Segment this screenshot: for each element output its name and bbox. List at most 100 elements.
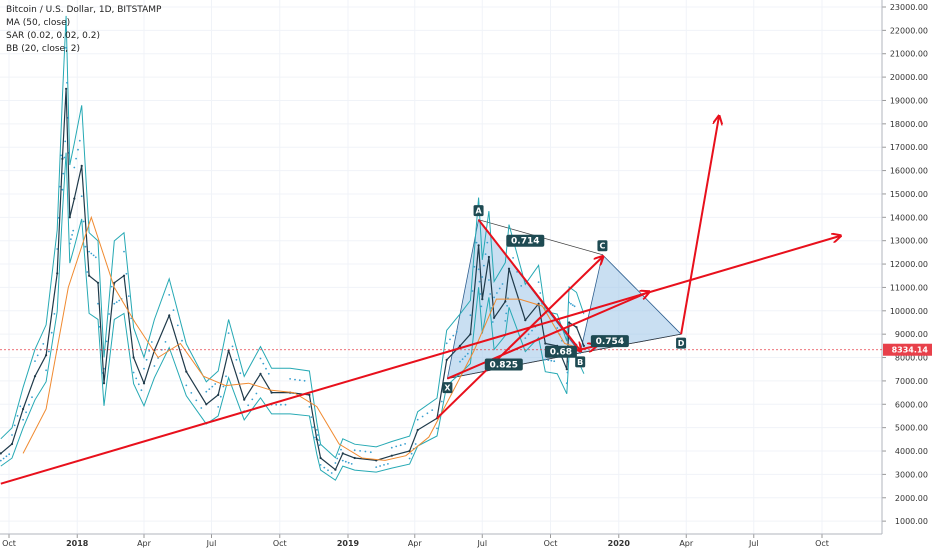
sar-dot <box>317 439 320 441</box>
trend-arrow <box>0 236 840 485</box>
y-tick-label: 22000.00 <box>890 26 928 35</box>
price-point <box>45 354 48 357</box>
price-point <box>68 216 71 219</box>
price-point <box>56 272 59 275</box>
sar-dot <box>108 313 110 315</box>
price-point <box>168 314 171 317</box>
sar-dot <box>195 399 198 402</box>
sar-dot <box>168 294 171 296</box>
sar-dot <box>344 460 347 463</box>
sar-dot <box>48 350 50 353</box>
sar-dot <box>80 195 83 198</box>
price-point <box>565 368 568 371</box>
sar-dot <box>82 220 85 223</box>
sar-dot <box>383 464 385 466</box>
sar-dot <box>347 461 350 464</box>
sar-dot <box>449 338 451 341</box>
x-tick-label: 2020 <box>608 539 631 548</box>
x-tick-label: Jul <box>476 539 487 548</box>
pattern-point-label: C <box>600 242 606 251</box>
price-point <box>493 316 496 319</box>
sar-dot <box>488 279 490 281</box>
x-axis: Oct 2018 Apr Jul Oct 2019 Apr Jul Oct 2020 Apr Jul O… <box>2 534 829 548</box>
x-tick-label: Apr <box>137 539 152 548</box>
sar-dot <box>531 329 533 332</box>
price-point <box>477 244 480 247</box>
pattern-point-label: X <box>444 384 451 393</box>
sar-dot <box>247 404 250 407</box>
sar-dot <box>5 455 8 458</box>
sar-dot <box>527 333 530 336</box>
price-point <box>185 370 188 373</box>
sar-dot <box>520 285 523 287</box>
ratio-label: 0.68 <box>550 348 572 358</box>
price-point <box>80 164 83 167</box>
sar-dot <box>375 466 378 468</box>
sar-dot <box>452 334 455 337</box>
sar-dot <box>512 257 514 259</box>
sar-dot <box>235 358 238 361</box>
ratio-badge <box>484 358 523 371</box>
sar-dot <box>185 384 188 387</box>
sar-dot <box>565 382 568 385</box>
sar-dot <box>466 352 469 355</box>
pattern-point-badge <box>597 240 608 252</box>
sar-dot <box>498 287 501 290</box>
price-point <box>487 255 490 259</box>
y-tick-label: 21000.00 <box>890 50 928 59</box>
trend-arrow <box>680 117 719 335</box>
sar-dot <box>145 358 148 361</box>
sar-dot <box>464 355 467 358</box>
sar-dot <box>66 81 68 84</box>
sar-dot <box>71 234 73 236</box>
indicator-sar: SAR (0.02, 0.02, 0.2) <box>6 31 101 41</box>
sar-dot <box>479 293 482 295</box>
sar-dot <box>58 185 61 188</box>
sar-dot <box>181 339 183 342</box>
sar-dot <box>275 403 278 406</box>
trend-arrow <box>477 219 581 351</box>
sar-dot <box>31 396 33 399</box>
x-tick-label: Jul <box>748 539 759 548</box>
price-point <box>353 456 356 460</box>
sar-dot <box>97 302 99 305</box>
sar-dot <box>504 320 507 322</box>
y-tick-label: 6000.00 <box>895 400 928 409</box>
y-tick-label: 3000.00 <box>895 470 928 479</box>
x-tick-label: 2018 <box>66 539 89 548</box>
sar-dot <box>135 377 138 380</box>
sar-dot <box>461 358 464 360</box>
sar-dot <box>359 450 361 452</box>
sar-dot <box>481 276 484 278</box>
price-point <box>217 393 220 396</box>
sar-dot <box>172 309 175 311</box>
price-point <box>33 375 37 378</box>
trend-arrow <box>447 292 648 380</box>
price-point <box>408 449 411 453</box>
x-tick-label: Oct <box>544 539 558 548</box>
y-tick-label: 12000.00 <box>890 260 928 269</box>
price-point <box>416 428 419 432</box>
y-tick-label: 14000.00 <box>890 213 928 222</box>
pattern-point-label: D <box>678 339 685 348</box>
y-tick-label: 2000.00 <box>895 494 928 503</box>
sar-dot <box>489 293 492 295</box>
y-axis: 1000.00 2000.00 3000.00 4000.00 5000.00 6000.… <box>882 3 928 526</box>
y-tick-label: 5000.00 <box>895 424 928 433</box>
sar-dot <box>50 331 53 334</box>
sar-dot <box>493 296 495 299</box>
sar-dot <box>164 341 167 343</box>
price-point <box>142 382 146 385</box>
price-point <box>481 298 484 301</box>
chart-legend: Bitcoin / U.S. Dollar, 1D, BITSTAMP MA (… <box>6 4 161 56</box>
sar-dot <box>289 378 291 380</box>
sar-dot <box>353 449 356 452</box>
price-point <box>122 274 126 277</box>
sar-dot <box>77 148 79 151</box>
sar-dot <box>294 378 296 381</box>
sar-dot <box>298 379 301 382</box>
sar-dot <box>92 254 95 257</box>
sar-dot <box>148 350 151 352</box>
sar-dot <box>404 443 406 445</box>
